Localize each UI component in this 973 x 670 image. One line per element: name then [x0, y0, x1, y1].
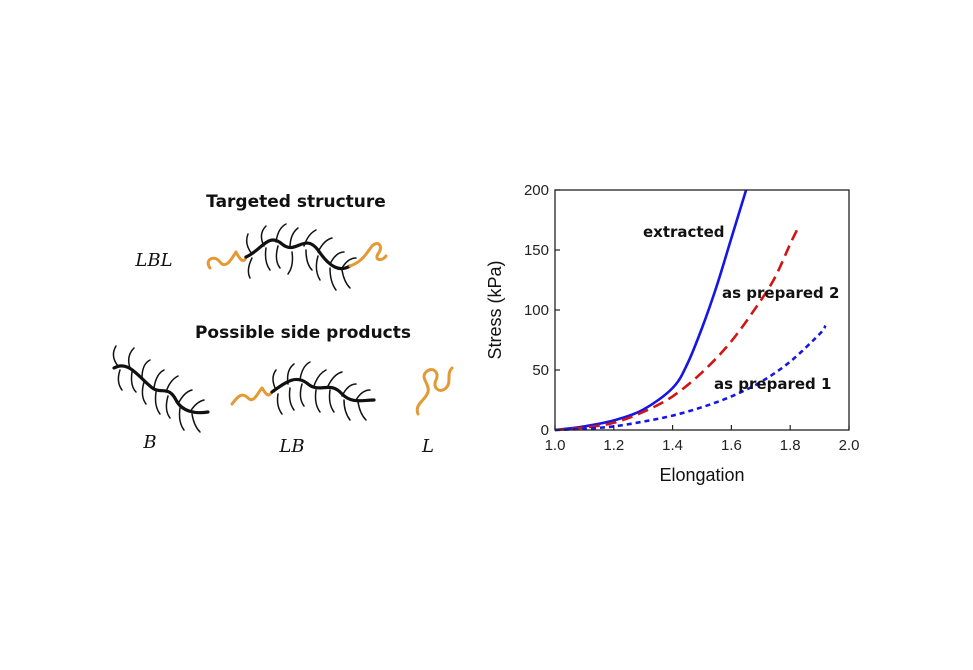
curves — [554, 189, 827, 432]
x-tick-label: 1.0 — [545, 437, 566, 454]
polymer-schematic: Targeted structure LBL Possible side pro… — [112, 192, 454, 457]
label-as-prepared-1: as prepared 1 — [714, 375, 831, 393]
y-tick-label: 200 — [524, 182, 549, 199]
lbl-molecule-icon — [206, 223, 388, 291]
label-b: B — [142, 432, 156, 453]
x-tick-label: 1.8 — [780, 437, 801, 454]
y-tick-label: 150 — [524, 242, 549, 259]
x-tick-label: 1.4 — [662, 437, 683, 454]
curve-extracted — [554, 189, 748, 432]
x-axis-label: Elongation — [659, 465, 744, 485]
label-extracted: extracted — [643, 223, 725, 241]
l-molecule-icon — [415, 366, 454, 416]
b-molecule-icon — [112, 345, 210, 433]
x-tick-label: 2.0 — [839, 437, 860, 454]
targeted-structure-title: Targeted structure — [206, 192, 386, 212]
label-l: L — [421, 436, 434, 457]
label-lbl: LBL — [134, 250, 172, 271]
y-tick-label: 50 — [532, 362, 549, 379]
side-products-title: Possible side products — [195, 323, 411, 343]
x-tick-label: 1.6 — [721, 437, 742, 454]
lb-molecule-icon — [230, 361, 376, 421]
curve-as-prepared-1 — [554, 324, 827, 432]
y-tick-label: 0 — [541, 422, 549, 439]
y-tick-label: 100 — [524, 302, 549, 319]
y-axis-label: Stress (kPa) — [485, 260, 505, 359]
label-as-prepared-2: as prepared 2 — [722, 284, 839, 302]
label-lb: LB — [278, 436, 304, 457]
curve-as-prepared-2 — [554, 225, 801, 432]
stress-elongation-chart: 1.0 1.2 1.4 1.6 1.8 2.0 0 50 100 150 200 Elongatio… — [485, 182, 859, 485]
axes: 1.0 1.2 1.4 1.6 1.8 2.0 0 50 100 150 200 — [524, 182, 859, 454]
x-tick-label: 1.2 — [603, 437, 624, 454]
